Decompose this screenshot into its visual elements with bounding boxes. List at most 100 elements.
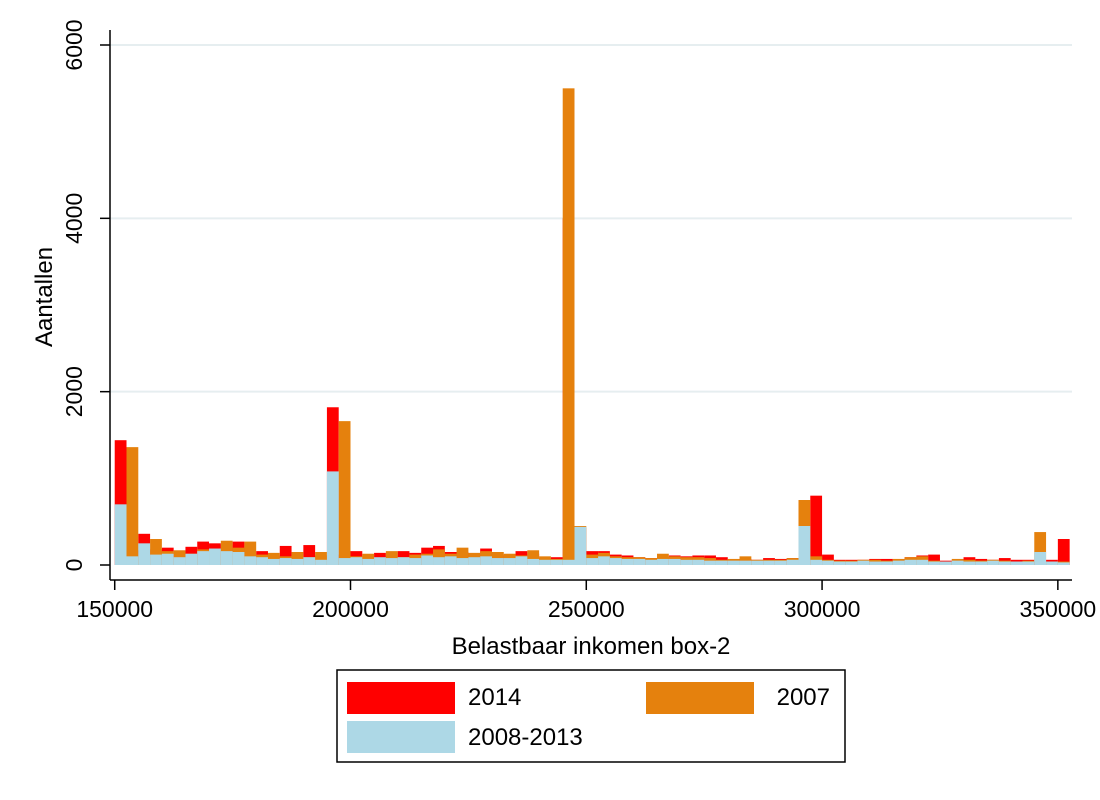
- bar-series0-16: [303, 545, 316, 565]
- bar-series2-1: [126, 556, 139, 565]
- bar-series2-34: [515, 556, 528, 565]
- bar-series2-49: [692, 559, 705, 565]
- bar-series1-2: [150, 539, 162, 565]
- bar-series2-50: [704, 560, 716, 565]
- bar-series2-15: [291, 558, 304, 565]
- bar-series2-2: [138, 543, 151, 565]
- bar-series2-59: [810, 559, 823, 565]
- bar-series2-58: [798, 526, 811, 565]
- bar-series2-67: [904, 559, 917, 565]
- bar-series2-52: [727, 560, 740, 565]
- x-axis-title: Belastbaar inkomen box-2: [452, 633, 731, 660]
- bar-series2-14: [279, 558, 292, 565]
- y-axis-title: Aantallen: [31, 247, 58, 347]
- bar-series1-77: [1034, 532, 1047, 565]
- bar-series2-54: [751, 560, 764, 565]
- legend-swatch-2: [347, 721, 455, 753]
- bar-series2-44: [633, 558, 646, 565]
- bar-series2-5: [173, 557, 186, 565]
- bar-series2-3: [150, 554, 162, 565]
- bar-series2-66: [892, 560, 905, 565]
- bar-series1-0: [126, 447, 139, 565]
- y-tick-label-2000: 2000: [61, 366, 87, 417]
- bar-series0-80: [1057, 539, 1070, 565]
- legend-label-2: 2008-2013: [468, 724, 583, 751]
- bar-series2-27: [433, 557, 445, 565]
- bar-series2-61: [833, 561, 846, 565]
- bar-series2-35: [527, 558, 540, 565]
- bar-series2-9: [220, 551, 233, 565]
- y-tick-label-6000: 6000: [61, 19, 87, 70]
- bar-series1-37: [562, 88, 575, 565]
- bar-series2-73: [975, 561, 988, 565]
- bar-series2-64: [869, 561, 882, 565]
- legend-label-1: 2007: [777, 684, 830, 711]
- bar-series2-37: [550, 559, 563, 565]
- x-tick-label-350000: 350000: [1019, 596, 1096, 622]
- bar-series2-62: [845, 561, 858, 565]
- bars-layer: [114, 88, 1070, 566]
- bar-series2-38: [562, 559, 575, 565]
- bar-series2-42: [609, 558, 622, 565]
- bar-series1-14: [291, 552, 304, 565]
- bar-series2-19: [338, 558, 351, 565]
- bar-series2-71: [951, 560, 964, 565]
- bar-series2-51: [715, 560, 728, 565]
- bar-series2-55: [763, 560, 775, 565]
- bar-series2-80: [1057, 562, 1070, 565]
- bar-series2-10: [232, 552, 245, 565]
- bar-series2-16: [303, 557, 316, 565]
- bar-series2-17: [315, 559, 327, 565]
- bar-series2-13: [267, 558, 280, 565]
- bar-series2-29: [456, 558, 469, 565]
- legend: 2014 2007 2008-2013: [336, 669, 846, 763]
- x-tick-label-250000: 250000: [548, 596, 625, 622]
- bar-series2-36: [539, 559, 551, 565]
- bar-series2-32: [491, 558, 504, 565]
- bar-series2-21: [362, 558, 375, 565]
- bar-series2-33: [503, 558, 516, 565]
- bar-series0-0: [114, 440, 127, 565]
- bar-series2-46: [657, 558, 669, 565]
- bar-series2-4: [161, 553, 174, 565]
- bar-series1-16: [315, 552, 327, 565]
- bar-series2-79: [1046, 561, 1058, 565]
- bar-series2-69: [928, 561, 940, 565]
- tick-labels: 0 2000 4000 6000 150000 200000 250000 300000 350…: [61, 19, 1096, 622]
- bar-series1-10: [244, 541, 257, 565]
- x-tick-label-200000: 200000: [312, 596, 389, 622]
- bar-series2-6: [185, 553, 198, 565]
- bar-series2-53: [739, 560, 752, 565]
- bar-series2-65: [881, 561, 893, 565]
- bar-series0-69: [928, 554, 940, 565]
- bar-series2-47: [668, 558, 681, 565]
- bar-series2-23: [385, 558, 398, 565]
- bar-series2-40: [586, 558, 599, 565]
- bar-series2-28: [444, 556, 457, 565]
- gridlines: [110, 44, 1072, 393]
- bar-series1-34: [527, 550, 540, 565]
- x-tick-label-300000: 300000: [784, 596, 861, 622]
- bar-series2-11: [244, 556, 257, 565]
- bar-series1-18: [338, 421, 351, 565]
- bar-series2-0: [114, 504, 127, 565]
- y-tick-label-4000: 4000: [61, 193, 87, 244]
- bar-series0-14: [279, 545, 292, 565]
- bar-series2-30: [468, 557, 481, 565]
- bar-series2-22: [374, 557, 386, 565]
- bar-series2-26: [421, 555, 434, 565]
- bar-series2-18: [326, 471, 339, 565]
- bar-series2-78: [1034, 552, 1047, 565]
- bar-series0-59: [810, 495, 823, 565]
- legend-label-0: 2014: [468, 684, 521, 711]
- legend-swatch-1: [646, 682, 754, 714]
- bar-series2-45: [645, 559, 658, 565]
- bar-series2-57: [786, 559, 799, 565]
- bar-series2-60: [822, 560, 834, 565]
- bar-series2-68: [916, 559, 929, 565]
- axes: [109, 30, 1072, 581]
- y-tick-label-0: 0: [61, 559, 87, 572]
- bar-series2-43: [621, 558, 634, 565]
